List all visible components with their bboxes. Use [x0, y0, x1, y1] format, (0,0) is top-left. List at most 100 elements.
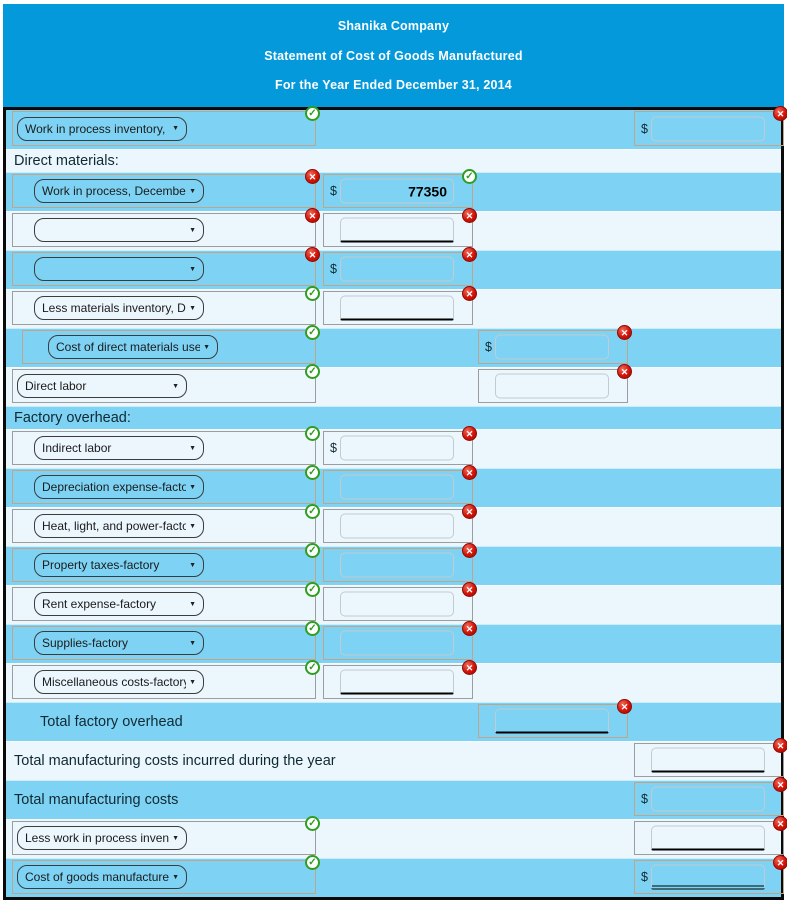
chevron-down-icon: ▼ — [189, 265, 196, 273]
amount-input[interactable] — [340, 591, 454, 617]
statement-row: Total manufacturing costs incurred durin… — [6, 738, 787, 780]
x-circle-icon: ✕ — [773, 855, 787, 870]
account-select[interactable]: Depreciation expense-factory e▼ — [34, 475, 204, 499]
account-cell: Supplies-factory ▼ ✓ — [12, 621, 320, 660]
account-cell: Heat, light, and power-factory ▼ ✓ — [12, 504, 320, 543]
x-circle-icon: ✕ — [773, 816, 787, 831]
account-select[interactable]: Less materials inventory, Decer▼ — [34, 296, 204, 320]
amount-cell: ✕ — [323, 286, 477, 325]
account-select[interactable]: Rent expense-factory ▼ — [34, 592, 204, 616]
amount-cell: ✕ — [323, 504, 477, 543]
chevron-down-icon: ▼ — [189, 226, 196, 234]
amount-input[interactable] — [495, 708, 609, 734]
total-label: Total manufacturing costs — [14, 792, 179, 808]
x-circle-icon: ✕ — [305, 169, 320, 184]
check-circle-icon: ✓ — [305, 465, 320, 480]
chevron-down-icon: ▼ — [203, 343, 210, 351]
account-select[interactable]: Heat, light, and power-factory ▼ — [34, 514, 204, 538]
account-select[interactable]: Supplies-factory ▼ — [34, 631, 204, 655]
x-circle-icon: ✕ — [462, 543, 477, 558]
statement-row: Cost of goods manufactured ▼ ✓ $ ✕ — [6, 855, 787, 897]
statement-row: Work in process, December 31,▼ ✕$✓ — [6, 169, 781, 211]
statement-row: Total manufacturing costs $ ✕ — [6, 777, 787, 819]
amount-input[interactable] — [340, 669, 454, 695]
chevron-down-icon: ▼ — [189, 522, 196, 530]
section-label-row: Factory overhead: — [6, 406, 781, 429]
dollar-sign: $ — [485, 340, 492, 354]
amount-input[interactable] — [340, 552, 454, 578]
account-select[interactable]: ▼ — [34, 218, 204, 242]
amount-input[interactable] — [340, 295, 454, 321]
account-select-value: Depreciation expense-factory e — [42, 480, 187, 494]
account-select-value: Miscellaneous costs-factory — [42, 675, 187, 689]
account-cell: Miscellaneous costs-factory ▼ ✓ — [12, 660, 320, 699]
account-select[interactable]: Miscellaneous costs-factory ▼ — [34, 670, 204, 694]
account-select[interactable]: Cost of goods manufactured ▼ — [17, 865, 187, 889]
x-circle-icon: ✕ — [617, 325, 632, 340]
x-circle-icon: ✕ — [462, 286, 477, 301]
dollar-sign: $ — [641, 870, 648, 884]
amount-input[interactable] — [651, 786, 765, 812]
amount-input[interactable] — [651, 747, 765, 773]
account-select-value: Less work in process inventory, — [25, 831, 170, 845]
amount-input[interactable] — [651, 864, 765, 890]
x-circle-icon: ✕ — [617, 699, 632, 714]
amount-input[interactable] — [495, 334, 609, 360]
dollar-sign: $ — [330, 262, 337, 276]
account-cell: Cost of direct materials used in▼ ✓ — [22, 325, 320, 364]
chevron-down-icon: ▼ — [189, 444, 196, 452]
amount-input[interactable] — [340, 256, 454, 282]
account-select-value: Indirect labor — [42, 441, 112, 455]
statement-row: Supplies-factory ▼ ✓ ✕ — [6, 621, 781, 663]
account-select[interactable]: Direct labor ▼ — [17, 374, 187, 398]
statement-period: For the Year Ended December 31, 2014 — [275, 77, 512, 92]
amount-input[interactable] — [340, 474, 454, 500]
section-label: Direct materials: — [14, 153, 119, 169]
check-circle-icon: ✓ — [305, 582, 320, 597]
chevron-down-icon: ▼ — [189, 483, 196, 491]
account-select-value: Heat, light, and power-factory — [42, 519, 187, 533]
x-circle-icon: ✕ — [305, 247, 320, 262]
account-cell: Work in process, December 31,▼ ✕ — [12, 169, 320, 208]
account-select[interactable]: Work in process inventory, Janu▼ — [17, 116, 187, 141]
account-select[interactable]: Indirect labor ▼ — [34, 436, 204, 460]
amount-input[interactable] — [340, 435, 454, 461]
chevron-down-icon: ▼ — [189, 600, 196, 608]
chevron-down-icon: ▼ — [172, 834, 179, 842]
account-select[interactable]: Property taxes-factory ▼ — [34, 553, 204, 577]
amount-input[interactable] — [340, 178, 454, 204]
account-cell: Cost of goods manufactured ▼ ✓ — [12, 855, 320, 894]
amount-input[interactable] — [495, 373, 609, 399]
amount-cell: $✓ — [323, 169, 477, 208]
statement-header: Shanika Company Statement of Cost of Goo… — [3, 4, 784, 107]
x-circle-icon: ✕ — [462, 504, 477, 519]
amount-cell: ✕ — [634, 816, 787, 855]
chevron-down-icon: ▼ — [189, 639, 196, 647]
amount-cell: $ ✕ — [634, 777, 787, 816]
account-select[interactable]: Less work in process inventory,▼ — [17, 826, 187, 850]
statement-row: Indirect labor ▼ ✓ $ ✕ — [6, 426, 781, 468]
account-select[interactable]: ▼ — [34, 257, 204, 281]
check-circle-icon: ✓ — [305, 286, 320, 301]
amount-input[interactable] — [651, 825, 765, 851]
amount-input[interactable] — [340, 513, 454, 539]
total-label: Total factory overhead — [40, 714, 183, 730]
x-circle-icon: ✕ — [773, 738, 787, 753]
amount-cell: ✕ — [478, 364, 632, 403]
account-cell: Direct labor ▼ ✓ — [12, 364, 320, 403]
statement-row: Depreciation expense-factory e▼ ✓ ✕ — [6, 465, 781, 507]
statement-row: Cost of direct materials used in▼✓ $ ✕ — [6, 325, 781, 367]
account-select[interactable]: Cost of direct materials used in▼ — [48, 335, 218, 359]
account-select[interactable]: Work in process, December 31,▼ — [34, 179, 204, 203]
amount-cell: ✕ — [323, 582, 477, 621]
dollar-sign: $ — [641, 792, 648, 806]
amount-input[interactable] — [651, 116, 765, 141]
amount-cell: ✕ — [478, 699, 632, 738]
amount-input[interactable] — [340, 217, 454, 243]
account-select-value: Direct labor — [25, 379, 87, 393]
amount-cell: ✕ — [323, 543, 477, 582]
chevron-down-icon: ▼ — [189, 678, 196, 686]
amount-input[interactable] — [340, 630, 454, 656]
amount-cell: $ ✕ — [323, 426, 477, 465]
statement-row: Direct labor ▼ ✓ ✕ — [6, 364, 781, 406]
